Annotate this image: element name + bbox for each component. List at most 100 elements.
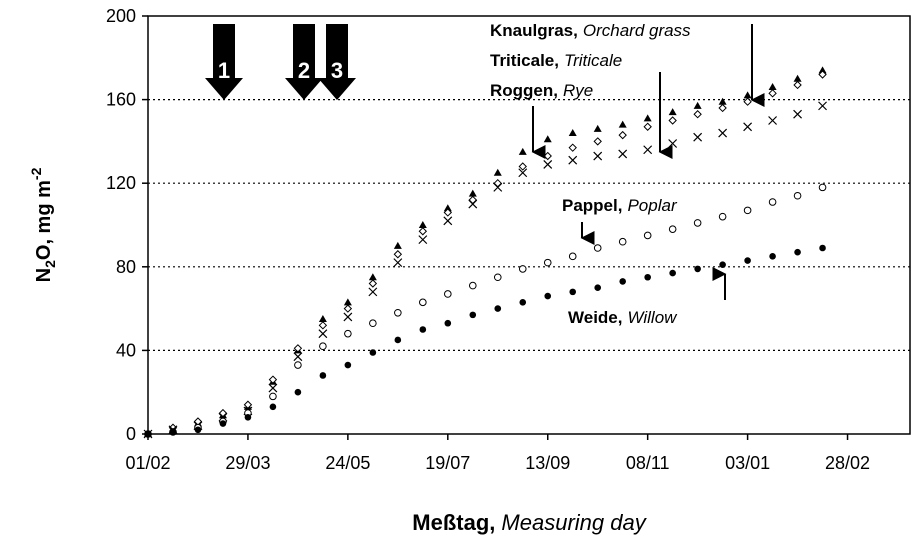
point [543, 151, 552, 161]
point [544, 292, 552, 300]
point [518, 147, 527, 155]
point [343, 304, 353, 313]
point [744, 257, 751, 264]
point [169, 428, 177, 436]
point [319, 342, 327, 351]
point [669, 269, 676, 277]
point [368, 287, 378, 297]
series-name: Knaulgras, [490, 21, 578, 40]
point [719, 261, 726, 269]
point [293, 344, 303, 353]
point [718, 128, 728, 138]
point [343, 312, 353, 322]
point [344, 329, 352, 338]
point [318, 321, 328, 330]
point [643, 145, 653, 155]
x-tick-label: 13/09 [525, 453, 570, 473]
series [144, 183, 827, 438]
point [594, 284, 602, 292]
series-name-en: Poplar [627, 196, 677, 215]
event-label: 2 [298, 58, 310, 83]
point [468, 199, 478, 209]
x-tick-label: 29/03 [225, 453, 270, 473]
point [793, 109, 802, 119]
series-name-en: Willow [627, 308, 678, 327]
point [794, 248, 801, 256]
series-name: Weide, [568, 308, 622, 327]
point [718, 97, 727, 105]
y-label-part: -2 [28, 167, 44, 180]
series-label: Pappel, Poplar [562, 196, 678, 215]
series-name: Roggen, [490, 81, 558, 100]
point [344, 361, 352, 369]
point [718, 212, 727, 221]
point [418, 235, 428, 245]
point [693, 219, 702, 227]
point [743, 122, 753, 132]
point [619, 278, 626, 285]
point [443, 204, 452, 212]
point [443, 208, 453, 217]
point [568, 252, 577, 261]
point [369, 349, 377, 356]
point [518, 168, 528, 178]
point [593, 137, 602, 146]
point [518, 162, 527, 171]
x-tick-label: 03/01 [725, 453, 770, 473]
point [743, 97, 752, 106]
x-axis-label: Meßtag, Measuring day [412, 510, 647, 535]
event-arrow [205, 24, 243, 100]
point [793, 74, 802, 82]
event-arrow [285, 24, 323, 100]
series-label: Knaulgras, Orchard grass [490, 21, 691, 40]
y-tick-label: 40 [116, 340, 136, 360]
event-label: 3 [331, 58, 343, 83]
event-arrow [318, 24, 356, 100]
point [718, 103, 727, 113]
point [793, 191, 802, 200]
point [543, 135, 552, 143]
series-name-en: Rye [563, 81, 593, 100]
point [418, 221, 427, 228]
series-label: Triticale, Triticale [490, 51, 622, 70]
point [568, 143, 577, 152]
point [818, 101, 827, 111]
x-label-bold: Meßtag, [412, 510, 495, 535]
point [793, 80, 802, 90]
point [668, 108, 677, 116]
point [394, 308, 402, 317]
point [443, 216, 453, 226]
point [769, 253, 776, 260]
point [469, 311, 477, 319]
point [269, 392, 277, 401]
series [143, 101, 827, 439]
plot-frame [147, 15, 911, 435]
point [818, 70, 827, 79]
x-tick-label: 01/02 [125, 453, 170, 473]
point [668, 139, 678, 148]
series [143, 70, 827, 439]
point [693, 132, 703, 142]
point [393, 250, 403, 259]
point [768, 116, 778, 125]
point [743, 206, 752, 215]
point [618, 237, 627, 246]
point [418, 227, 428, 236]
point [294, 361, 302, 369]
point [543, 159, 553, 169]
point [393, 258, 403, 268]
x-tick-label: 28/02 [825, 453, 870, 473]
point [743, 91, 752, 99]
point [319, 372, 327, 379]
x-tick-label: 24/05 [325, 453, 370, 473]
point [694, 265, 701, 273]
y-tick-label: 80 [116, 257, 136, 277]
point [318, 315, 327, 323]
series-label: Weide, Willow [568, 308, 678, 327]
point [593, 244, 602, 252]
y-tick-label: 200 [106, 6, 136, 26]
x-tick-label: 19/07 [425, 453, 470, 473]
point [819, 244, 826, 252]
point [493, 273, 502, 282]
